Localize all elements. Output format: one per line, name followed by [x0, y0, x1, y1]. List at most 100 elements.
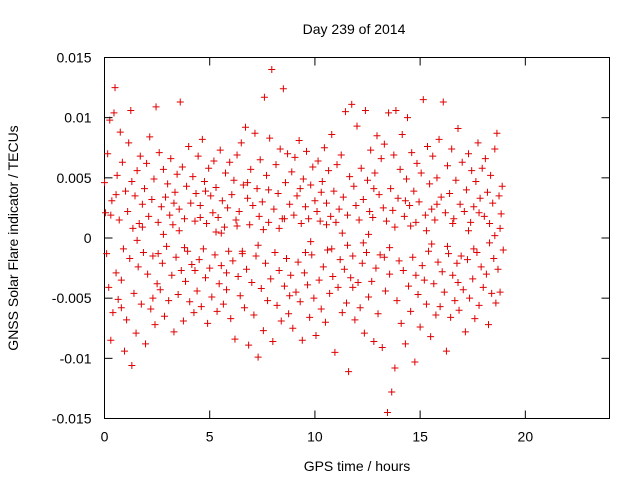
- data-point: [445, 250, 453, 258]
- data-point: [461, 328, 469, 336]
- data-point: [376, 251, 384, 259]
- data-point: [142, 340, 150, 348]
- data-point: [226, 158, 234, 166]
- data-point: [417, 169, 425, 177]
- data-point: [172, 253, 180, 261]
- data-point: [322, 199, 330, 207]
- data-point: [373, 132, 381, 140]
- data-point: [361, 106, 369, 114]
- data-point: [342, 299, 350, 307]
- data-point: [401, 197, 409, 205]
- data-point: [479, 283, 487, 291]
- data-point: [260, 93, 268, 101]
- data-point: [476, 194, 484, 202]
- data-point: [212, 228, 220, 236]
- data-point: [354, 279, 362, 287]
- data-point: [268, 66, 276, 74]
- data-point: [255, 212, 263, 220]
- data-point: [310, 294, 318, 302]
- data-point: [427, 333, 435, 341]
- data-point: [472, 177, 480, 185]
- data-point: [134, 263, 142, 271]
- data-point: [270, 205, 278, 213]
- data-point: [483, 188, 491, 196]
- data-point: [285, 310, 293, 318]
- data-point: [408, 149, 416, 157]
- data-point: [277, 317, 285, 325]
- data-point: [110, 109, 118, 117]
- data-point: [183, 182, 191, 190]
- data-point: [256, 156, 264, 164]
- data-point: [112, 191, 120, 199]
- data-point: [276, 145, 284, 153]
- data-point: [117, 304, 125, 312]
- data-point: [304, 281, 312, 289]
- data-point: [230, 176, 238, 184]
- data-point: [117, 276, 125, 284]
- data-point: [173, 170, 181, 178]
- data-point: [488, 289, 496, 297]
- data-point: [441, 209, 449, 217]
- data-point: [329, 273, 337, 281]
- data-point: [163, 242, 171, 250]
- data-point: [281, 179, 289, 187]
- data-point: [389, 206, 397, 214]
- data-point: [147, 305, 155, 313]
- data-point: [166, 211, 174, 219]
- y-tick-label: 0.015: [56, 50, 91, 66]
- data-point: [406, 202, 414, 210]
- data-point: [198, 135, 206, 143]
- data-point: [180, 244, 188, 252]
- data-point: [160, 312, 168, 320]
- data-point: [347, 274, 355, 282]
- plot-frame: [104, 57, 610, 419]
- data-point: [428, 240, 436, 248]
- data-point: [186, 298, 194, 306]
- data-point: [344, 241, 352, 249]
- data-point: [259, 327, 267, 335]
- data-point: [328, 245, 336, 253]
- data-point: [460, 208, 468, 216]
- data-point: [358, 259, 366, 267]
- data-point: [146, 133, 154, 141]
- data-point: [140, 185, 148, 193]
- data-point: [149, 252, 157, 260]
- data-point: [319, 263, 327, 271]
- data-point: [457, 252, 465, 260]
- data-point: [253, 185, 261, 193]
- data-point: [381, 287, 389, 295]
- data-point: [356, 304, 364, 312]
- data-point: [364, 176, 372, 184]
- data-point: [369, 214, 377, 222]
- data-point: [298, 336, 306, 344]
- data-point: [105, 283, 113, 291]
- data-point: [425, 247, 433, 255]
- data-point: [259, 226, 267, 234]
- data-point: [306, 313, 314, 321]
- data-point: [128, 362, 136, 370]
- data-point: [167, 155, 175, 163]
- data-point: [301, 203, 309, 211]
- data-point: [233, 222, 241, 230]
- data-point: [196, 214, 204, 222]
- data-point: [367, 146, 375, 154]
- data-point: [311, 197, 319, 205]
- data-point: [207, 192, 215, 200]
- data-point: [422, 227, 430, 235]
- data-point: [327, 212, 335, 220]
- data-point: [470, 245, 478, 253]
- data-point: [130, 289, 138, 297]
- data-point: [451, 297, 459, 305]
- data-point: [426, 180, 434, 188]
- data-point: [280, 282, 288, 290]
- data-point: [148, 195, 156, 203]
- data-point: [307, 181, 315, 189]
- data-point: [177, 266, 185, 274]
- data-point: [153, 280, 161, 288]
- data-point: [316, 217, 324, 225]
- data-point: [351, 316, 359, 324]
- data-point: [251, 129, 259, 137]
- data-point: [297, 220, 305, 228]
- data-point: [487, 171, 495, 179]
- data-point: [206, 264, 214, 272]
